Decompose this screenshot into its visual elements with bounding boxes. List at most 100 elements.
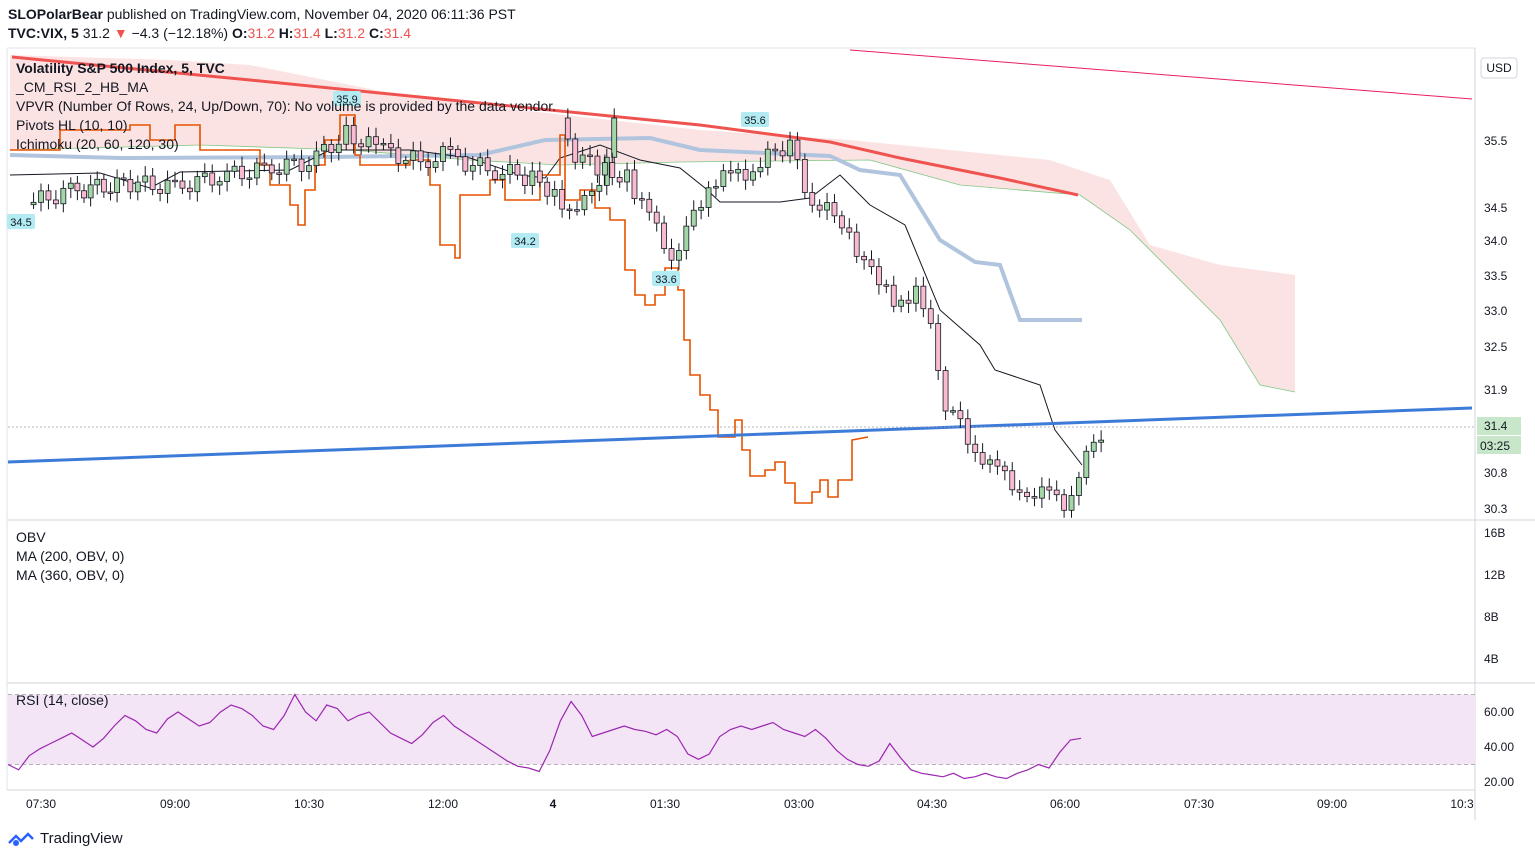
obv-ma360[interactable]: MA (360, OBV, 0): [16, 567, 125, 583]
candle-down: [536, 170, 543, 183]
ohlc-key: O:: [231, 25, 248, 41]
rsi-tick: 20.00: [1484, 775, 1514, 789]
candle-up: [30, 201, 37, 206]
candle-down: [1046, 486, 1053, 491]
pivot-label-bg: [333, 91, 361, 106]
time-tick: 07:30: [26, 797, 56, 811]
candle-up: [1068, 495, 1075, 511]
candle-up: [365, 136, 372, 148]
ticker[interactable]: TVC:VIX, 5: [8, 25, 79, 41]
candle-up: [1076, 477, 1082, 496]
candle-up: [67, 182, 74, 189]
candle-up: [950, 410, 956, 413]
candle-up: [735, 168, 742, 174]
candle-up: [913, 285, 919, 304]
candle-down: [646, 198, 653, 213]
indicator-vpvr[interactable]: VPVR (Number Of Rows, 24, Up/Down, 70): …: [16, 98, 557, 114]
candle-down: [157, 189, 164, 194]
candle-down: [868, 259, 875, 268]
author-name[interactable]: SLOPolarBear: [8, 6, 103, 22]
kijun-line: [9, 135, 1082, 322]
candle-down: [846, 227, 853, 233]
ohlc-key: L:: [324, 25, 338, 41]
candle-down: [972, 443, 979, 453]
candle-down: [942, 370, 949, 412]
candle-down: [935, 323, 942, 371]
candle-up: [676, 250, 682, 261]
candle-down: [1061, 494, 1067, 511]
candle-up: [291, 158, 298, 162]
candle-up: [529, 170, 536, 186]
time-tick: 04:30: [917, 797, 947, 811]
candle-down: [594, 155, 601, 176]
indicator-ichimoku[interactable]: Ichimoku (20, 60, 120, 30): [16, 136, 179, 152]
candle-down: [661, 222, 668, 250]
candle-down: [574, 209, 580, 212]
candle-up: [87, 184, 94, 199]
candle-down: [876, 266, 882, 286]
candle-down: [779, 150, 786, 157]
rsi-title[interactable]: RSI (14, close): [16, 692, 109, 708]
candle-down: [492, 170, 499, 180]
candle-up: [787, 139, 793, 157]
ohlc-key: H:: [278, 25, 294, 41]
price-tick: 35.5: [1484, 134, 1508, 148]
indicator-cm-rsi[interactable]: _CM_RSI_2_HB_MA: [16, 79, 149, 95]
time-tick: 12:00: [428, 797, 458, 811]
candle-up: [201, 172, 208, 178]
candle-down: [616, 176, 623, 183]
candle-down: [358, 143, 365, 148]
obv-title[interactable]: OBV: [16, 529, 46, 545]
symbol-legend[interactable]: Volatility S&P 500 Index, 5, TVC: [16, 60, 225, 76]
candle-down: [838, 215, 845, 229]
red-trendline: [11, 55, 1079, 197]
blue-trendline: [7, 406, 1473, 464]
rsi-line: [7, 693, 1082, 780]
candle-down: [809, 192, 816, 206]
candle-up: [253, 162, 260, 179]
candle-down: [668, 248, 675, 261]
obv-ma200[interactable]: MA (200, OBV, 0): [16, 548, 125, 564]
candle-down: [373, 136, 379, 145]
candle-up: [507, 164, 513, 175]
time-tick: 4: [550, 797, 557, 811]
tradingview-brand[interactable]: TradingView: [8, 830, 123, 847]
candle-up: [343, 125, 350, 145]
price-pane: 34.5 35.9 34.2 33.6 35.6: [7, 49, 1475, 518]
candle-up: [380, 142, 387, 146]
candle-down: [559, 189, 566, 210]
ohlc-value: 31.4: [383, 25, 411, 41]
pivot-label: 35.9: [336, 94, 357, 106]
candle-up: [757, 167, 764, 173]
candle-down: [572, 138, 579, 163]
price-tick: 34.0: [1484, 234, 1508, 248]
ohlc-value: 31.2: [247, 25, 275, 41]
time-tick: 10:30: [294, 797, 324, 811]
candle-up: [320, 143, 327, 152]
candle-down: [100, 178, 107, 193]
candle-down: [564, 117, 571, 140]
time-tick: 06:00: [1050, 797, 1080, 811]
candle-down: [395, 147, 402, 164]
candle-down: [801, 159, 808, 193]
candle-up: [306, 165, 312, 172]
currency-button: [1480, 57, 1518, 79]
candle-up: [469, 165, 476, 172]
candle-up: [683, 225, 690, 251]
candle-up: [283, 158, 290, 175]
candle-up: [499, 173, 506, 180]
candle-down: [462, 156, 469, 172]
candle-down: [905, 299, 912, 304]
candle-down: [794, 139, 801, 160]
candle-down: [454, 148, 461, 158]
candle-up: [601, 162, 608, 176]
price-tick: 33.0: [1484, 304, 1508, 318]
candle-down: [831, 202, 838, 217]
candle-down: [447, 146, 454, 150]
candle-up: [216, 181, 223, 186]
candle-up: [94, 178, 101, 186]
indicator-pivots[interactable]: Pivots HL (10, 10): [16, 117, 128, 133]
candle-down: [587, 154, 593, 157]
pink-trendline: [849, 49, 1473, 100]
